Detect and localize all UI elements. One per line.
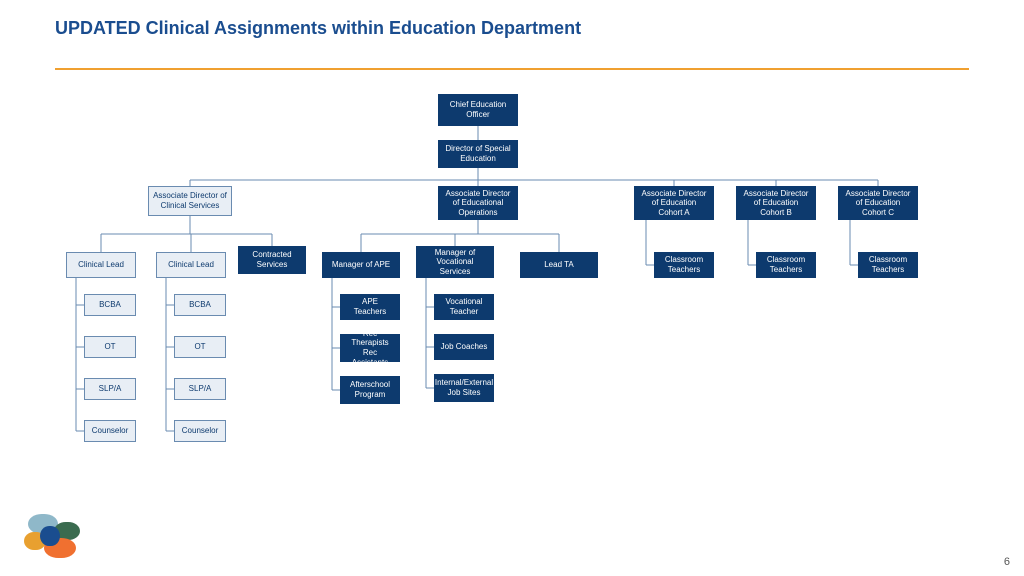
node-mape: Manager of APE	[322, 252, 400, 278]
page-title: UPDATED Clinical Assignments within Educ…	[0, 0, 1024, 39]
node-adeo: Associate Director of Educational Operat…	[438, 186, 518, 220]
connector-layer	[0, 0, 1024, 576]
logo	[24, 512, 94, 562]
node-adea: Associate Director of EducationCohort A	[634, 186, 714, 220]
node-jobc: Job Coaches	[434, 334, 494, 360]
node-slpa1: SLP/A	[84, 378, 136, 400]
node-cta: Classroom Teachers	[654, 252, 714, 278]
node-cl2: Clinical Lead	[156, 252, 226, 278]
node-aft: Afterschool Program	[340, 376, 400, 404]
node-leadta: Lead TA	[520, 252, 598, 278]
node-coun1: Counselor	[84, 420, 136, 442]
node-bcba2: BCBA	[174, 294, 226, 316]
node-ctc: Classroom Teachers	[858, 252, 918, 278]
node-ot1: OT	[84, 336, 136, 358]
node-jobs: Internal/External Job Sites	[434, 374, 494, 402]
node-adec: Associate Director of EducationCohort C	[838, 186, 918, 220]
node-rect: Rec TherapistsRec Assistants	[340, 334, 400, 362]
title-rule	[55, 68, 969, 70]
node-ctb: Classroom Teachers	[756, 252, 816, 278]
page-number: 6	[1004, 556, 1010, 568]
node-ot2: OT	[174, 336, 226, 358]
node-dse: Director of Special Education	[438, 140, 518, 168]
node-apet: APE Teachers	[340, 294, 400, 320]
node-coun2: Counselor	[174, 420, 226, 442]
node-cs: Contracted Services	[238, 246, 306, 274]
node-bcba1: BCBA	[84, 294, 136, 316]
node-mvs: Manager of Vocational Services	[416, 246, 494, 278]
node-slpa2: SLP/A	[174, 378, 226, 400]
node-voct: Vocational Teacher	[434, 294, 494, 320]
node-ceo: Chief Education Officer	[438, 94, 518, 126]
node-adeb: Associate Director of EducationCohort B	[736, 186, 816, 220]
node-adcs: Associate Director of Clinical Services	[148, 186, 232, 216]
node-cl1: Clinical Lead	[66, 252, 136, 278]
